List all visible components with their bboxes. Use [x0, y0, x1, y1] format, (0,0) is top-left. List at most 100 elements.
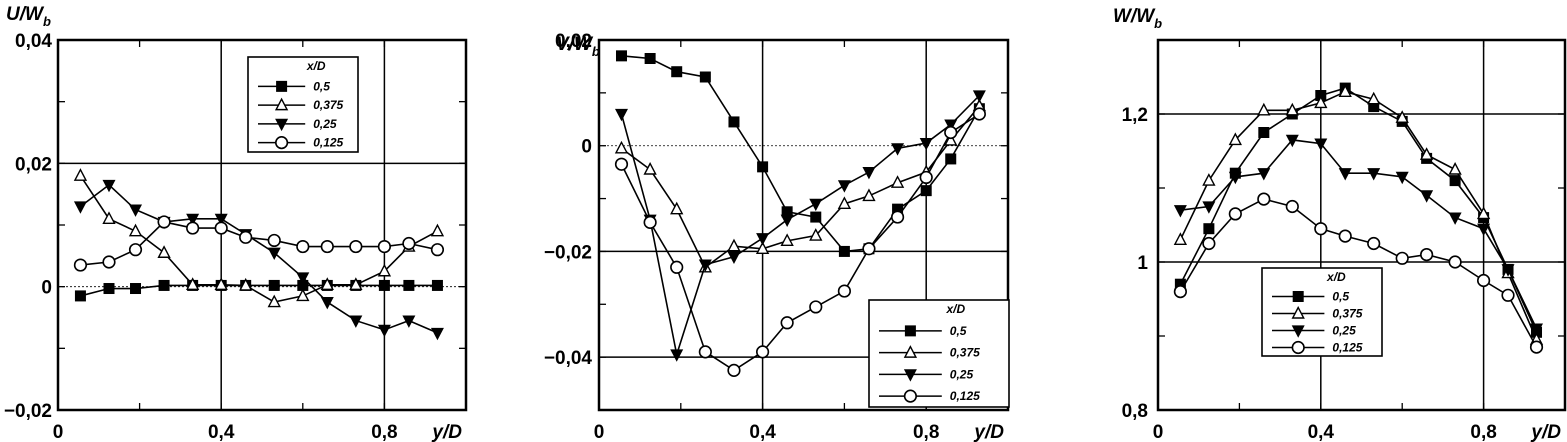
data-point — [402, 315, 416, 328]
x-axis-title: y/D — [1530, 422, 1561, 442]
data-point — [643, 161, 657, 175]
data-point — [780, 233, 794, 247]
data-point — [214, 277, 228, 291]
data-point — [1173, 232, 1188, 246]
series-4 — [73, 215, 445, 272]
data-point — [755, 241, 770, 254]
data-point — [158, 279, 170, 291]
data-point — [1419, 147, 1434, 160]
series-2 — [1173, 84, 1544, 345]
data-point — [73, 168, 88, 181]
y-tick-label: 0 — [581, 137, 592, 158]
legend-marker — [275, 118, 289, 132]
data-point — [1202, 173, 1216, 186]
data-point — [698, 259, 712, 272]
data-point — [643, 215, 657, 229]
data-point — [919, 137, 933, 151]
data-point — [756, 233, 770, 246]
plot-area — [597, 38, 1010, 412]
data-point — [268, 279, 280, 291]
data-point — [239, 230, 253, 244]
data-point — [837, 180, 851, 193]
legend-marker — [1291, 325, 1305, 338]
data-point — [728, 116, 740, 128]
data-point — [1395, 171, 1409, 185]
data-point — [296, 288, 310, 302]
data-point — [809, 198, 823, 212]
data-point — [1173, 205, 1187, 218]
data-point — [615, 108, 628, 122]
data-point — [1285, 102, 1299, 116]
data-point — [267, 233, 281, 248]
data-point — [1228, 171, 1242, 185]
legend-marker — [274, 97, 289, 111]
y-tick-label: −0,02 — [544, 242, 592, 263]
data-point — [430, 243, 445, 257]
data-point — [890, 210, 905, 224]
data-point — [670, 260, 684, 274]
series-3 — [1173, 134, 1544, 336]
data-point — [1448, 161, 1462, 175]
data-point — [320, 296, 334, 310]
data-point — [1367, 91, 1381, 105]
y-axis-title-sub: b — [43, 14, 51, 29]
legend-marker — [276, 80, 288, 92]
data-point — [1285, 134, 1299, 148]
series-4 — [1173, 192, 1544, 354]
data-point — [74, 290, 86, 302]
data-point — [809, 300, 823, 314]
data-point — [214, 213, 228, 227]
data-point — [1314, 138, 1328, 151]
y-axis-title-main: U/W — [6, 4, 45, 25]
x-tick-label: 0,4 — [1308, 422, 1335, 442]
data-point — [129, 204, 143, 217]
y-tick-label: −0,02 — [4, 401, 52, 422]
legend-label: 0,125 — [1332, 341, 1362, 355]
legend-label: 0,25 — [313, 117, 337, 131]
data-point — [780, 316, 794, 330]
data-point — [810, 211, 822, 223]
data-point — [186, 221, 200, 235]
data-point — [1338, 229, 1352, 243]
data-point — [378, 279, 390, 291]
series-line — [1179, 87, 1538, 333]
x-tick-label: 0,8 — [913, 422, 939, 442]
data-point — [862, 188, 876, 202]
data-point — [1367, 168, 1381, 181]
legend-label: 0,375 — [313, 98, 343, 112]
legend-label: 0,25 — [950, 367, 974, 381]
legend: x/D 0,5 0,375 0,25 0,125 — [868, 299, 1010, 408]
data-point — [128, 243, 143, 257]
data-point — [102, 255, 116, 269]
data-point — [377, 239, 392, 254]
data-point — [296, 272, 310, 285]
data-point — [1314, 95, 1328, 109]
series-line — [620, 113, 980, 372]
data-point — [157, 215, 171, 229]
data-point — [1501, 264, 1515, 277]
data-point — [670, 201, 684, 215]
y-tick-label: 0,04 — [15, 31, 52, 52]
data-point — [780, 214, 794, 228]
x-tick-label: 0 — [1153, 422, 1164, 442]
data-point — [891, 143, 905, 156]
data-point — [239, 277, 253, 291]
legend-label: 0,5 — [313, 79, 330, 93]
legend-label: 0,5 — [1332, 290, 1349, 304]
y-tick-label: −0,04 — [544, 348, 593, 369]
x-tick-label: 0,4 — [749, 422, 776, 442]
data-point — [1530, 323, 1544, 336]
data-point — [755, 345, 770, 359]
data-point — [1314, 222, 1328, 236]
data-point — [614, 157, 629, 171]
y-axis-title-sub: b — [1154, 16, 1162, 31]
data-point — [1202, 201, 1216, 214]
x-tick-label: 0 — [594, 422, 605, 442]
data-point — [944, 119, 958, 132]
legend-label: 0,5 — [950, 324, 967, 338]
legend-marker — [1291, 340, 1305, 355]
legend-label: 0,25 — [1332, 324, 1356, 338]
data-point — [699, 71, 711, 83]
x-axis-title: y/D — [431, 422, 462, 442]
data-point — [1257, 192, 1271, 206]
